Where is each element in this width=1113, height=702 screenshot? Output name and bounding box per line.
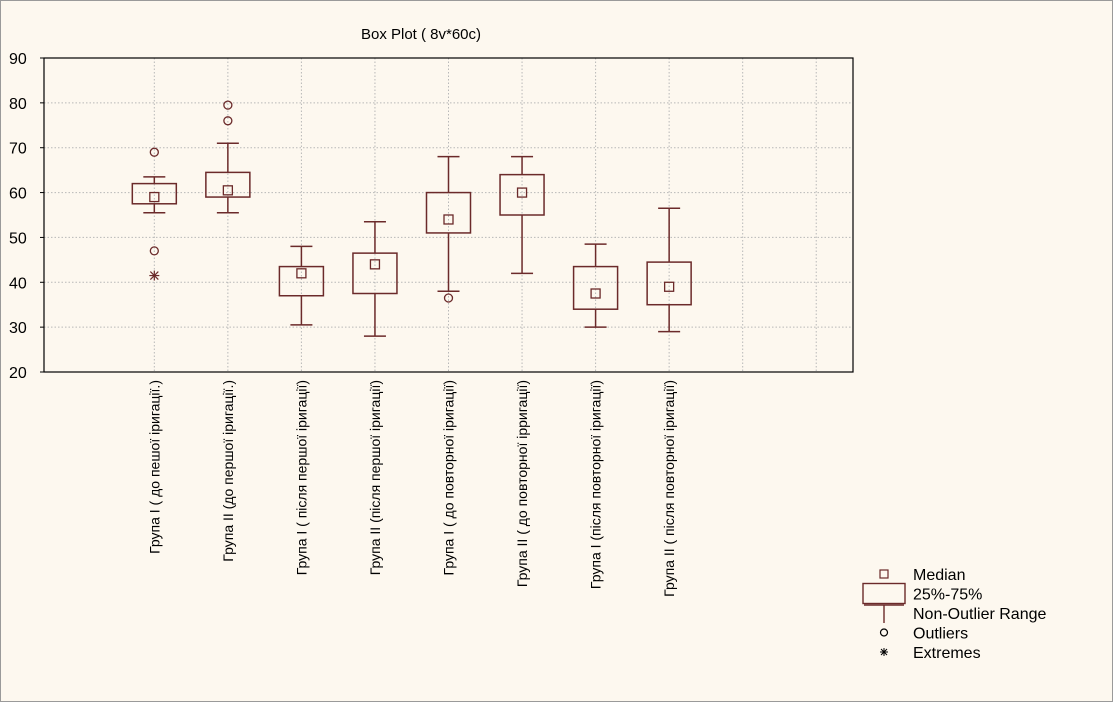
box-group — [352, 220, 398, 337]
y-tick-label: 40 — [9, 275, 27, 292]
y-tick-label: 50 — [9, 230, 27, 247]
boxes — [131, 100, 692, 337]
iqr-box — [278, 265, 325, 297]
legend: Median 25%-75% Non-Outlier Range Outliers Ex… — [862, 567, 1047, 662]
median-marker — [149, 191, 160, 203]
iqr-box — [425, 191, 472, 234]
y-tick-label: 70 — [9, 141, 27, 158]
box-group — [499, 155, 545, 275]
x-category-label: Група І ( до пешої іригації.) — [146, 380, 162, 554]
x-category-label: Група ІІ (після першої іригації) — [367, 380, 383, 575]
median-marker — [663, 281, 675, 292]
outlier-point — [149, 147, 159, 157]
x-category-label: Група ІІ ( після повторної іригації) — [661, 380, 677, 597]
box-group — [278, 245, 325, 326]
legend-item-median: Median — [879, 567, 965, 584]
extreme-stroke — [880, 648, 888, 656]
legend-item-whisker: Non-Outlier Range — [864, 604, 1047, 623]
legend-item-box: 25%-75% — [862, 582, 982, 605]
y-tick-label: 80 — [9, 96, 27, 113]
extreme-stroke — [149, 271, 159, 280]
outlier-point — [223, 116, 233, 126]
legend-item-outlier: Outliers — [879, 626, 968, 643]
box-group — [205, 100, 251, 214]
median-marker — [369, 259, 381, 270]
iqr-box — [131, 182, 178, 205]
iqr-box — [572, 265, 619, 310]
x-axis-labels: Група І ( до пешої іригації.) Група ІІ (д… — [146, 380, 677, 597]
iqr-box — [499, 173, 545, 216]
iqr-box — [352, 252, 398, 295]
legend-outlier-symbol — [879, 628, 889, 637]
y-tick-label: 20 — [9, 365, 27, 382]
x-category-label: Група І ( після першої іригації) — [293, 380, 309, 575]
x-category-label: Група ІІ (до першої іригації.) — [220, 380, 236, 562]
y-tick-label: 30 — [9, 320, 27, 337]
box-group — [425, 155, 472, 303]
median-marker — [222, 185, 234, 196]
legend-label: Non-Outlier Range — [913, 606, 1047, 623]
legend-label: Extremes — [913, 645, 981, 662]
median-marker — [590, 288, 601, 299]
box-group — [131, 147, 178, 281]
chart-title: Box Plot ( 8v*60c) — [361, 26, 481, 43]
legend-box-symbol — [862, 582, 906, 605]
x-category-label: Група І (після повторної іригації) — [588, 380, 604, 589]
box-group — [646, 207, 692, 333]
median-marker — [516, 187, 528, 198]
legend-label: Median — [913, 567, 965, 584]
iqr-box — [205, 171, 251, 198]
extreme-point — [149, 270, 160, 281]
x-category-label: Група І ( до повторної іригації) — [441, 380, 457, 575]
median-marker — [443, 214, 454, 225]
y-axis: 20 30 40 50 60 70 80 90 — [9, 51, 44, 382]
legend-extreme-symbol — [880, 648, 888, 656]
legend-item-extreme: Extremes — [880, 645, 981, 662]
outlier-point — [223, 100, 233, 110]
y-tick-label: 90 — [9, 51, 27, 68]
legend-label: 25%-75% — [913, 587, 982, 604]
outlier-point — [149, 246, 159, 256]
outlier-point — [443, 293, 454, 303]
legend-label: Outliers — [913, 626, 968, 643]
plot-area — [43, 57, 854, 373]
legend-median-symbol — [879, 569, 889, 579]
median-marker — [296, 268, 307, 279]
y-tick-label: 60 — [9, 186, 27, 203]
iqr-box — [646, 261, 692, 306]
x-category-label: Група ІІ ( до повторної ірригації) — [514, 380, 530, 587]
box-group — [572, 243, 619, 328]
